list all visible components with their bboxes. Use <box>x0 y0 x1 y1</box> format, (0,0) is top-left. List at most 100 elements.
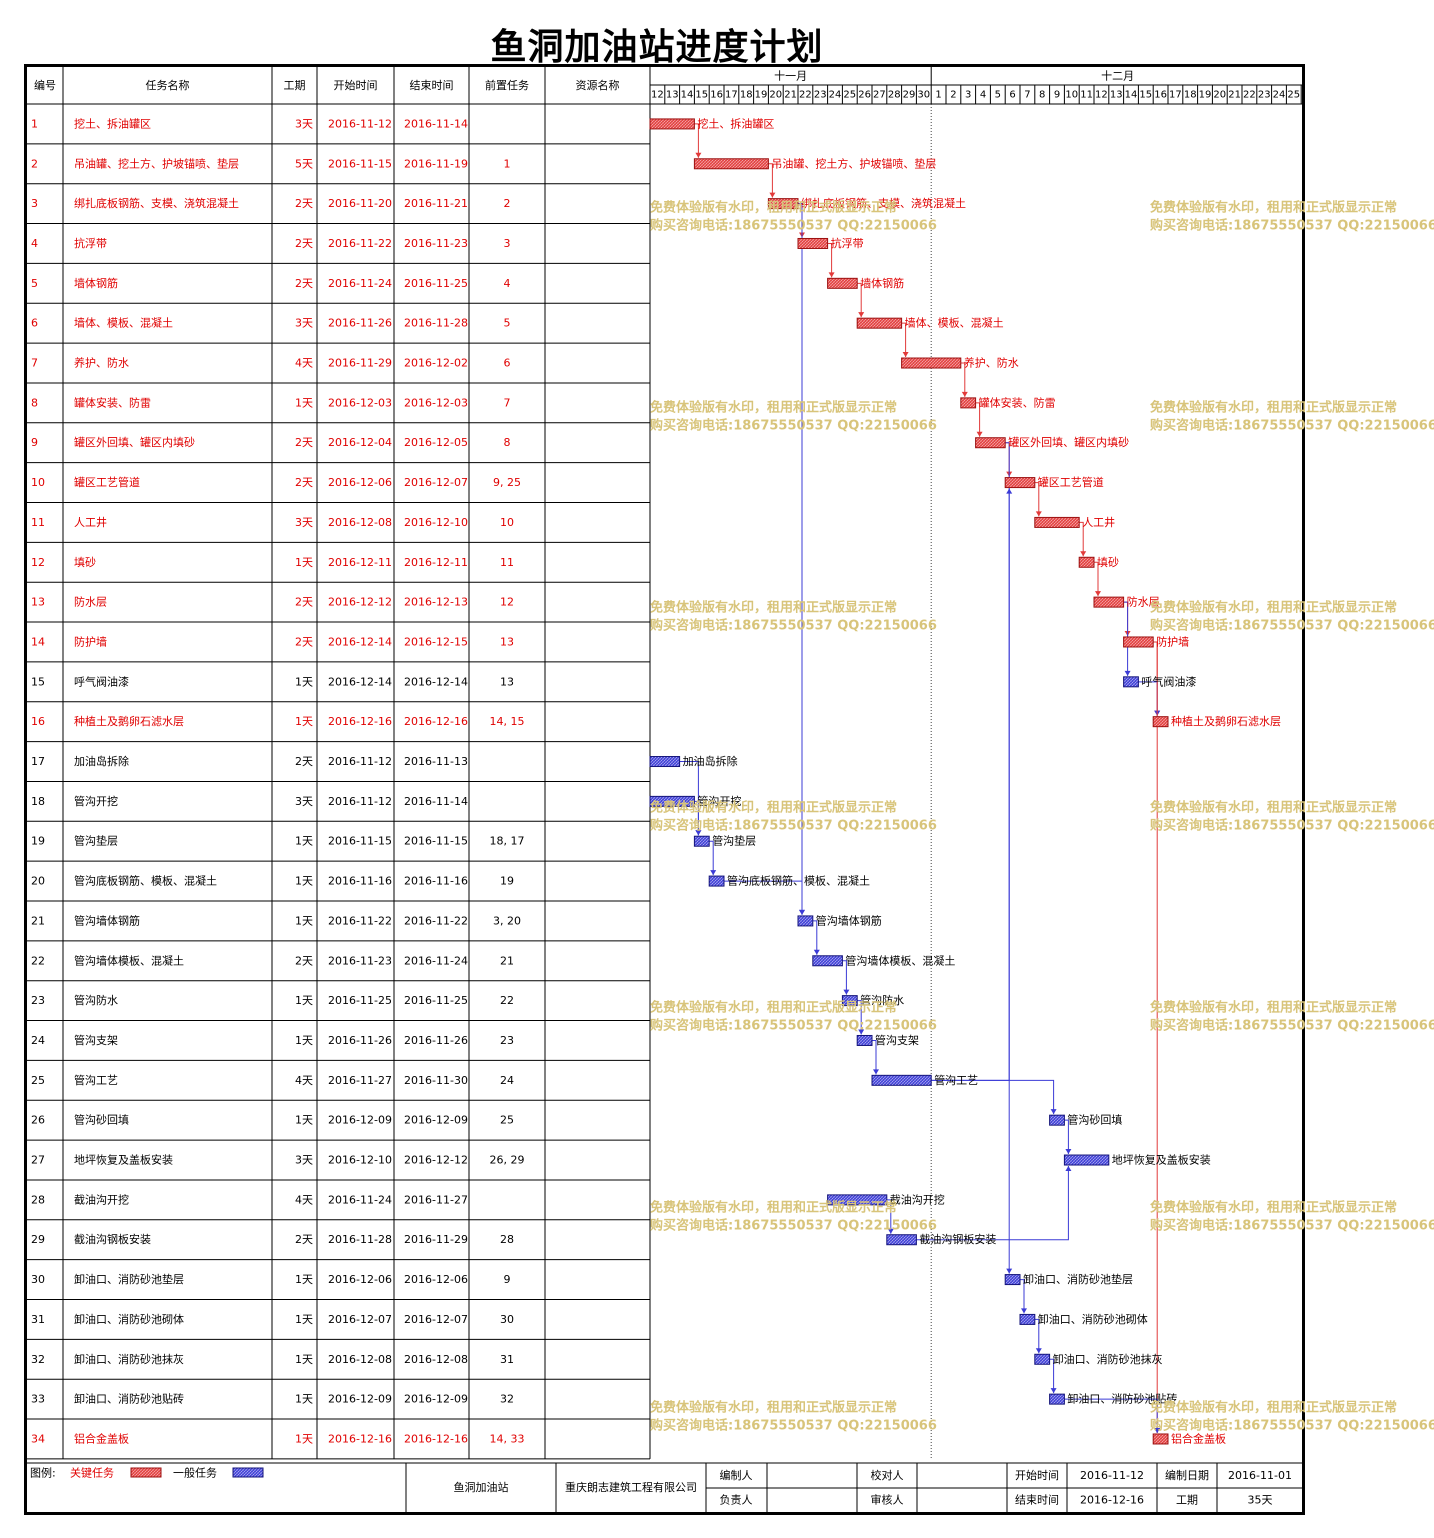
gantt-bar-label: 罐区外回填、罐区内填砂 <box>1008 435 1129 449</box>
dependency-link <box>1005 442 1010 1274</box>
task-duration: 2天 <box>295 954 313 967</box>
watermark-text: 免费体验版有水印，租用和正式版显示正常 <box>1150 1000 1397 1016</box>
gantt-bar-label: 地坪恢复及盖板安装 <box>1112 1153 1211 1167</box>
task-predecessors: 1 <box>504 157 511 170</box>
task-name: 养护、防水 <box>74 356 129 370</box>
dependency-link <box>1153 641 1158 1433</box>
watermark-text: 免费体验版有水印，租用和正式版显示正常 <box>650 1400 897 1416</box>
dependency-arrow <box>843 989 850 995</box>
day-label: 23 <box>1258 90 1271 101</box>
task-duration: 2天 <box>295 237 313 250</box>
task-start: 2016-11-29 <box>328 357 392 370</box>
task-duration: 1天 <box>295 1313 313 1326</box>
dependency-link <box>694 123 699 158</box>
gantt-bar-label: 抗浮带 <box>831 236 864 250</box>
watermark-text: 免费体验版有水印，租用和正式版显示正常 <box>650 600 897 616</box>
gantt-bar <box>1123 676 1139 688</box>
task-end: 2016-12-12 <box>404 1154 468 1167</box>
task-id: 31 <box>31 1313 45 1326</box>
task-duration: 2天 <box>295 436 313 449</box>
day-label: 19 <box>755 90 768 101</box>
task-predecessors: 3 <box>504 237 511 250</box>
task-duration: 2天 <box>295 476 313 489</box>
task-duration: 2天 <box>295 596 313 609</box>
task-id: 2 <box>31 157 38 170</box>
task-id: 30 <box>31 1273 45 1286</box>
task-start: 2016-12-09 <box>328 1114 392 1127</box>
task-start: 2016-11-12 <box>328 755 392 768</box>
task-predecessors: 30 <box>500 1313 514 1326</box>
task-end: 2016-12-09 <box>404 1114 468 1127</box>
gantt-bar-label: 罐体安装、防雷 <box>979 395 1056 409</box>
footer-start-label: 开始时间 <box>1015 1468 1059 1482</box>
gantt-bar-label: 吊油罐、挖土方、护坡锚喷、垫层 <box>771 156 936 170</box>
watermark-text: 购买咨询电话:18675550537 QQ:22150066 <box>650 218 937 234</box>
gantt-bar <box>841 995 858 1007</box>
task-name: 铝合金盖板 <box>74 1431 129 1445</box>
gantt-bar-label: 卸油口、消防砂池抹灰 <box>1053 1352 1163 1366</box>
task-duration: 1天 <box>295 1034 313 1047</box>
task-end: 2016-11-16 <box>404 875 468 888</box>
task-end: 2016-12-14 <box>404 675 468 688</box>
dependency-arrow <box>1124 670 1131 676</box>
task-start: 2016-12-09 <box>328 1393 392 1406</box>
day-label: 29 <box>903 90 916 101</box>
gantt-bar-label: 卸油口、消防砂池砌体 <box>1038 1312 1148 1326</box>
gantt-bar <box>797 237 829 249</box>
day-label: 22 <box>799 90 812 101</box>
day-label: 1 <box>935 90 941 101</box>
task-name: 管沟开挖 <box>74 794 118 808</box>
task-start: 2016-11-23 <box>328 954 392 967</box>
task-id: 8 <box>31 396 38 409</box>
task-end: 2016-12-07 <box>404 476 468 489</box>
day-label: 7 <box>1024 90 1030 101</box>
day-label: 14 <box>1125 90 1138 101</box>
task-duration: 4天 <box>295 1193 313 1206</box>
task-start: 2016-11-12 <box>328 117 392 130</box>
gantt-bar-label: 铝合金盖板 <box>1171 1431 1226 1445</box>
task-predecessors: 24 <box>500 1074 514 1087</box>
task-start: 2016-11-26 <box>328 1034 392 1047</box>
gantt-bar <box>1034 516 1080 528</box>
watermark-text: 购买咨询电话:18675550537 QQ:22150066 <box>650 618 937 634</box>
task-id: 34 <box>31 1432 45 1445</box>
task-id: 32 <box>31 1353 45 1366</box>
task-predecessors: 10 <box>500 516 514 529</box>
gantt-bar <box>901 357 962 369</box>
task-predecessors: 9, 25 <box>493 476 521 489</box>
watermark-text: 购买咨询电话:18675550537 QQ:22150066 <box>1150 418 1434 434</box>
task-id: 33 <box>31 1393 45 1406</box>
header-start: 开始时间 <box>334 78 378 92</box>
task-name: 卸油口、消防砂池抹灰 <box>74 1352 184 1366</box>
task-id: 23 <box>31 994 45 1007</box>
dependency-arrow <box>858 312 865 318</box>
task-start: 2016-11-28 <box>328 1233 392 1246</box>
task-start: 2016-12-14 <box>328 635 392 648</box>
dependency-arrow <box>1154 1427 1161 1433</box>
task-id: 20 <box>31 875 45 888</box>
dependency-arrow <box>1035 1348 1042 1354</box>
task-predecessors: 5 <box>504 317 511 330</box>
dependency-link <box>975 402 981 437</box>
task-end: 2016-12-16 <box>404 1432 468 1445</box>
task-duration: 1天 <box>295 396 313 409</box>
schedule-frame <box>24 64 1305 1515</box>
task-id: 24 <box>31 1034 45 1047</box>
task-name: 抗浮带 <box>74 236 107 250</box>
day-label: 11 <box>1080 90 1093 101</box>
dependency-arrow <box>1006 1268 1013 1274</box>
dependency-link <box>827 242 833 278</box>
footer-date-label: 编制日期 <box>1165 1468 1209 1482</box>
task-name: 管沟墙体钢筋 <box>74 913 140 927</box>
day-label: 18 <box>1184 90 1197 101</box>
day-label: 10 <box>1065 90 1078 101</box>
gantt-bar <box>1152 1433 1169 1445</box>
footer-reviewed-by: 审核人 <box>871 1493 904 1507</box>
dependency-link <box>1079 521 1084 557</box>
task-end: 2016-11-13 <box>404 755 468 768</box>
dependency-arrow <box>1080 551 1087 557</box>
task-id: 27 <box>31 1154 45 1167</box>
day-label: 2 <box>950 90 956 101</box>
month-label: 十一月 <box>774 69 807 83</box>
dependency-link <box>1123 601 1129 676</box>
